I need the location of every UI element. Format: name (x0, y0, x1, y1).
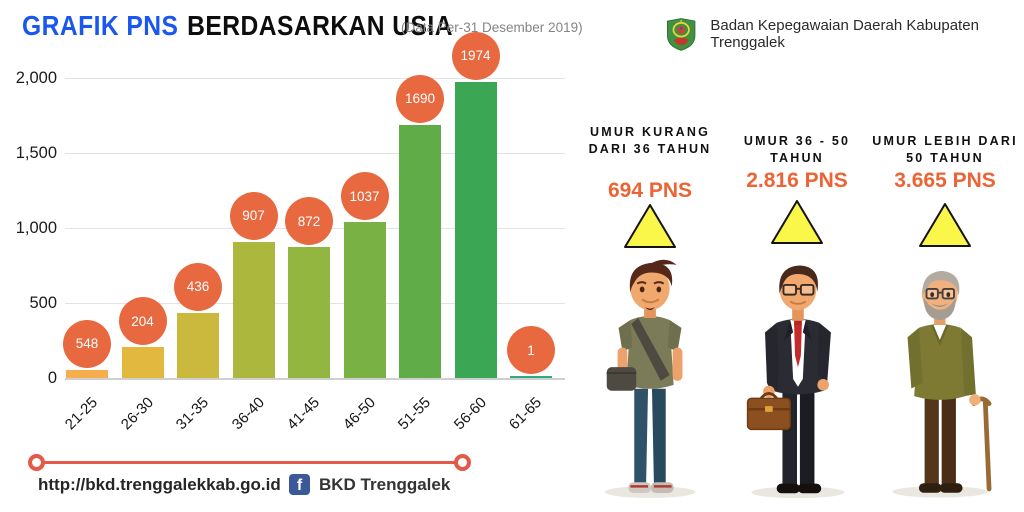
age-group-title: UMUR LEBIH DARI 50 TAHUN (860, 133, 1024, 167)
bar (510, 376, 552, 378)
organization-name: Badan Kepegawaian Daerah Kabupaten Treng… (710, 17, 979, 51)
x-axis-tick-label: 31-35 (172, 394, 213, 434)
timeline-endpoint-circle (28, 454, 45, 471)
age-group-title-line2: DARI 36 TAHUN (588, 141, 712, 156)
x-axis-tick-label: 41-45 (283, 394, 324, 434)
age-group-title-line1: UMUR KURANG (589, 125, 711, 139)
age-group-title: UMUR 36 - 50 TAHUN (712, 133, 882, 167)
x-axis-tick-label: 51-55 (394, 394, 435, 434)
data-label-bubble: 872 (285, 197, 333, 246)
data-label-bubble: 548 (63, 319, 111, 368)
age-group-36-50: UMUR 36 - 50 TAHUN 2.816 PNS (712, 0, 882, 512)
age-group-title-line2: TAHUN (770, 150, 824, 165)
gridline (65, 153, 565, 154)
bar (66, 369, 108, 378)
x-axis-tick-label: 36-40 (228, 394, 268, 434)
age-group-count: 2.816 PNS (746, 169, 848, 192)
bar (288, 247, 330, 378)
age-group-title-line2: 50 TAHUN (906, 150, 984, 165)
timeline-endpoint-circle (454, 454, 471, 471)
x-axis-line (65, 378, 565, 380)
facebook-account-name: BKD Trenggalek (319, 474, 451, 494)
age-group-title-line1: UMUR LEBIH DARI (872, 134, 1018, 148)
triangle-up-icon (771, 200, 823, 244)
data-label-bubble: 1 (507, 326, 555, 374)
page-title-secondary: BERDASARKAN USIA (187, 10, 453, 41)
bar (399, 124, 441, 378)
bar (121, 347, 164, 378)
page-title: GRAFIK PNS BERDASARKAN USIA (22, 10, 453, 42)
data-label-bubble: 1690 (396, 74, 444, 123)
x-axis-tick-label: 21-25 (61, 394, 102, 434)
y-axis-tick-label: 0 (47, 369, 57, 387)
age-group-under-36: UMUR KURANG DARI 36 TAHUN 694 PNS (565, 0, 735, 512)
data-label-bubble: 436 (174, 262, 222, 311)
triangle-up-icon (919, 203, 971, 247)
facebook-link[interactable]: f BKD Trenggalek (289, 474, 450, 495)
age-group-title: UMUR KURANG DARI 36 TAHUN (565, 124, 735, 158)
young-man-illustration (604, 259, 696, 498)
businessman-illustration (746, 265, 845, 499)
timeline-line (36, 461, 462, 464)
organization-header: Badan Kepegawaian Daerah Kabupaten Treng… (664, 15, 1024, 53)
age-group-title-line1: UMUR 36 - 50 (743, 134, 851, 148)
page-title-primary: GRAFIK PNS (22, 10, 179, 41)
elderly-man-illustration (892, 270, 992, 498)
gridline (65, 78, 565, 79)
age-group-count: 3.665 PNS (894, 169, 996, 192)
bar (454, 81, 497, 378)
age-group-count: 694 PNS (607, 179, 693, 202)
data-label-bubble: 204 (118, 297, 167, 346)
x-axis-tick-label: 46-50 (339, 394, 379, 434)
x-axis-tick-label: 56-60 (450, 394, 490, 434)
x-axis-tick-label: 61-65 (505, 394, 546, 434)
website-url[interactable]: http://bkd.trenggalekkab.go.id (38, 475, 281, 494)
bar (177, 312, 219, 378)
data-label-bubble: 1037 (340, 172, 389, 221)
data-label-bubble: 1974 (451, 31, 500, 80)
bar (232, 241, 275, 378)
data-date-note: (Data Per-31 Desember 2019) (401, 20, 583, 35)
facebook-icon: f (289, 474, 310, 495)
x-axis-tick-label: 26-30 (117, 394, 157, 434)
y-axis-tick-label: 1,500 (15, 144, 57, 162)
y-axis-tick-label: 2,000 (15, 69, 57, 87)
age-group-over-50: UMUR LEBIH DARI 50 TAHUN 3.665 PNS (860, 0, 1024, 512)
data-label-bubble: 907 (229, 191, 278, 240)
bar (343, 222, 386, 378)
y-axis-tick-label: 500 (29, 294, 57, 312)
regency-emblem-icon (667, 18, 696, 51)
y-axis-tick-label: 1,000 (15, 219, 57, 237)
triangle-up-icon (624, 204, 676, 248)
